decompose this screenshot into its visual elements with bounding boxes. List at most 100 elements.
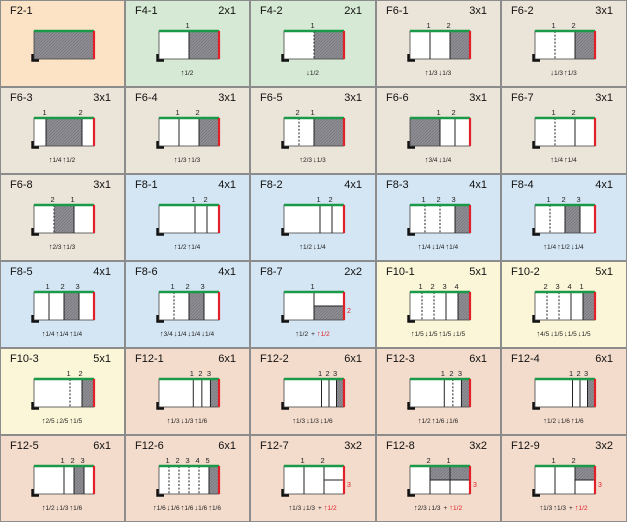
corner-mark bbox=[31, 402, 39, 410]
corner-mark bbox=[407, 402, 415, 410]
shaded-panel bbox=[189, 31, 219, 59]
fraction-value: 1/2 bbox=[327, 505, 337, 512]
fraction-value: 1/2 bbox=[421, 418, 431, 425]
fraction-value: 1/3 bbox=[59, 505, 69, 512]
shaded-panel bbox=[82, 379, 94, 407]
side-label: 3 bbox=[598, 482, 602, 489]
arrow-down-icon: ↓ bbox=[438, 155, 443, 164]
fold-diagram: 1 bbox=[281, 21, 346, 62]
arrow-down-icon: ↓ bbox=[55, 503, 60, 512]
formula-term: + bbox=[569, 505, 573, 512]
fold-number-label: 1 bbox=[171, 282, 175, 291]
fraction-value: 1/4 bbox=[442, 157, 452, 164]
corner-mark bbox=[156, 141, 164, 149]
fold-number-label: 2 bbox=[296, 108, 300, 117]
arrow-up-icon: ↑ bbox=[536, 329, 541, 338]
formula-term: ↑1/2 bbox=[317, 329, 330, 338]
shaded-panel bbox=[336, 379, 344, 407]
formula-term: ↓1/4 bbox=[187, 329, 201, 338]
formula-term: ↑1/4 bbox=[49, 155, 62, 164]
shaded-panel bbox=[34, 31, 94, 59]
formula-term: ↑1/4 bbox=[418, 242, 431, 251]
fold-cell: F10-3 5x1 1 2 ↑2/5↓2/5↑1/5 bbox=[0, 348, 125, 435]
fraction-value: 1/6 bbox=[449, 418, 459, 425]
formula-term: ↓1/6 bbox=[320, 416, 333, 425]
fraction-value: 1/2 bbox=[560, 244, 570, 251]
fraction-value: 1/2 bbox=[299, 331, 309, 338]
fold-number-label: 2 bbox=[544, 282, 548, 291]
formula-term: ↑1/3 bbox=[539, 503, 553, 512]
fold-number-label: 4 bbox=[196, 456, 200, 465]
arrow-down-icon: ↓ bbox=[166, 503, 171, 512]
corner-mark bbox=[156, 228, 164, 236]
arrow-up-icon: ↑ bbox=[553, 503, 557, 512]
fold-code: F4-2 bbox=[260, 5, 283, 17]
arrow-up-icon: ↑ bbox=[288, 503, 293, 512]
fraction-value: 1/3 bbox=[543, 505, 553, 512]
fold-formula: ↑1/5↓1/5↑1/5↓1/5 bbox=[377, 329, 500, 338]
fold-code: F6-5 bbox=[260, 92, 283, 104]
arrow-up-icon: ↑ bbox=[539, 503, 544, 512]
formula-term: ↑3/4 bbox=[160, 329, 173, 338]
fold-number-label: 3 bbox=[81, 456, 85, 465]
corner-mark bbox=[407, 315, 415, 323]
sheet bbox=[159, 205, 219, 233]
fold-dimension: 5x1 bbox=[93, 353, 111, 365]
sheet bbox=[410, 379, 470, 407]
fold-formula: ↑1/2↓1/3↑1/6 bbox=[1, 503, 124, 512]
fold-number-label: 1 bbox=[192, 195, 196, 204]
fold-number-label: 2 bbox=[71, 456, 75, 465]
fold-number-label: 1 bbox=[427, 21, 431, 30]
fraction-value: 1/6 bbox=[323, 418, 333, 425]
fold-number-label: 3 bbox=[76, 282, 80, 291]
corner-mark bbox=[31, 141, 39, 149]
formula-term: ↑1/3 bbox=[174, 155, 187, 164]
arrow-down-icon: ↓ bbox=[201, 329, 206, 338]
fold-number-label: 3 bbox=[458, 369, 462, 378]
formula-term: ↓1/6 bbox=[445, 416, 459, 425]
sheet bbox=[159, 379, 219, 407]
fold-number-label: 1 bbox=[447, 456, 451, 465]
fold-dimension: 4x1 bbox=[218, 266, 236, 278]
formula-term: ↑2/3 bbox=[299, 155, 312, 164]
formula-term: ↓1/3 bbox=[55, 503, 69, 512]
fold-cell: F10-1 5x1 1 2 3 4 ↑1/5↓1/5↑1/5↓1/5 bbox=[376, 261, 501, 348]
fraction-value: 1/3 bbox=[442, 70, 452, 77]
fraction-value: 1/4 bbox=[191, 331, 201, 338]
formula-term: ↑1/2 bbox=[323, 503, 337, 512]
fold-number-label: 2 bbox=[321, 456, 325, 465]
fraction-value: 1/5 bbox=[567, 331, 577, 338]
arrow-up-icon: ↑ bbox=[323, 503, 328, 512]
arrow-up-icon: ↑ bbox=[62, 242, 67, 251]
arrow-down-icon: ↓ bbox=[55, 416, 60, 425]
corner-mark bbox=[31, 315, 39, 323]
arrow-down-icon: ↓ bbox=[187, 329, 192, 338]
fold-cell: F12-7 3x2 1 2 3 ↑1/3↓1/3 + ↑1/2 bbox=[250, 435, 376, 522]
fold-code: F12-2 bbox=[260, 353, 289, 365]
fraction-value: 1/3 bbox=[66, 244, 76, 251]
fraction-value: 1/3 bbox=[553, 70, 563, 77]
fold-number-label: 2 bbox=[572, 21, 576, 30]
fold-number-label: 1 bbox=[569, 369, 573, 378]
formula-term: ↑1/4 bbox=[445, 242, 458, 251]
fold-number-label: 2 bbox=[79, 108, 83, 117]
fraction-value: 1/5 bbox=[581, 331, 591, 338]
fold-number-label: 1 bbox=[311, 21, 315, 30]
shaded-panel bbox=[209, 466, 219, 494]
fold-dimension: 4x1 bbox=[93, 266, 111, 278]
formula-term: ↓1/5 bbox=[550, 329, 563, 338]
fold-code: F4-1 bbox=[135, 5, 158, 17]
shaded-panel bbox=[199, 118, 219, 146]
fold-number-label: 2 bbox=[61, 282, 65, 291]
shaded-panel bbox=[46, 118, 82, 146]
formula-term: ↑1/2 bbox=[174, 242, 187, 251]
shaded-panel bbox=[64, 292, 79, 320]
formula-term: ↓1/2 bbox=[306, 68, 319, 77]
formula-term: ↑2/5 bbox=[42, 416, 55, 425]
formula-term: ↓1/4 bbox=[174, 329, 187, 338]
fold-formula: ↑3/4↓1/4 bbox=[377, 155, 500, 164]
fold-cell: F6-2 3x1 1 2 ↓1/3↑1/3 bbox=[501, 0, 627, 87]
formula-term: ↓1/3 bbox=[306, 416, 319, 425]
